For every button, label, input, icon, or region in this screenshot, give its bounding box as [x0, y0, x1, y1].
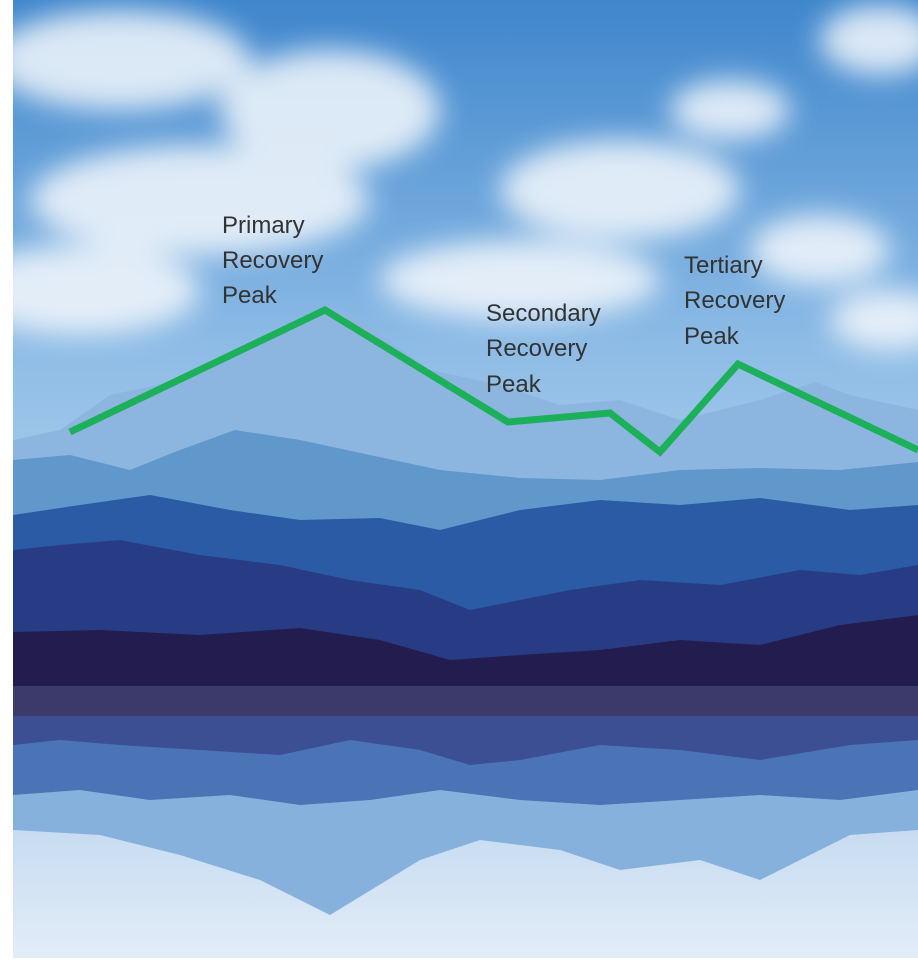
label-line: Peak [222, 282, 278, 309]
label-line: Tertiary [684, 252, 763, 279]
label-line: Peak [486, 371, 542, 398]
recovery-line [68, 306, 918, 457]
label-line: Primary [222, 212, 305, 239]
label-line: Recovery [684, 287, 785, 314]
label-line: Recovery [222, 247, 323, 274]
label-line: Secondary [486, 300, 601, 327]
clouds [13, 5, 918, 350]
label-line: Recovery [486, 335, 587, 362]
mountain-dark [13, 615, 918, 700]
reflection-dark [13, 686, 918, 716]
label-line: Peak [684, 323, 740, 350]
